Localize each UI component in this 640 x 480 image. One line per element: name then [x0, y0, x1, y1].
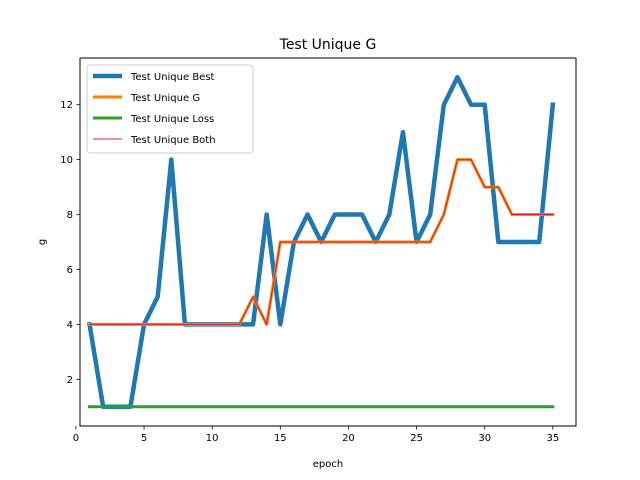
legend-label-3: Test Unique Loss	[130, 114, 214, 125]
plot-area	[86, 74, 556, 410]
x-axis: 0 5 10 15 20 25 30 35	[73, 426, 559, 444]
axes-frame	[79, 57, 577, 427]
legend: Test Unique Best Test Unique G Test Unique…	[86, 64, 254, 154]
series-line-4	[89, 159, 554, 325]
legend-label-1: Test Unique Best	[130, 72, 215, 83]
x-tick-label: 20	[342, 433, 355, 444]
x-tick-label: 15	[274, 433, 287, 444]
x-tick-label: 25	[410, 433, 423, 444]
y-tick-label: 8	[67, 210, 73, 221]
y-tick-label: 12	[60, 100, 73, 111]
legend-box	[86, 64, 254, 154]
x-tick-label: 0	[73, 433, 79, 444]
y-tick-label: 4	[67, 320, 73, 331]
y-tick-label: 10	[60, 155, 73, 166]
x-axis-label: epoch	[313, 459, 343, 470]
y-tick-label: 6	[67, 265, 73, 276]
x-tick-label: 35	[546, 433, 559, 444]
y-tick-label: 2	[67, 375, 73, 386]
chart-title: Test Unique G	[279, 37, 377, 53]
x-tick-label: 10	[206, 433, 219, 444]
y-axis: 2 4 6 8 10 12	[60, 100, 80, 386]
x-tick-label: 5	[141, 433, 147, 444]
legend-label-2: Test Unique G	[130, 93, 200, 104]
y-axis-label: g	[37, 239, 48, 245]
x-tick-label: 30	[478, 433, 491, 444]
legend-label-4: Test Unique Both	[130, 135, 216, 146]
